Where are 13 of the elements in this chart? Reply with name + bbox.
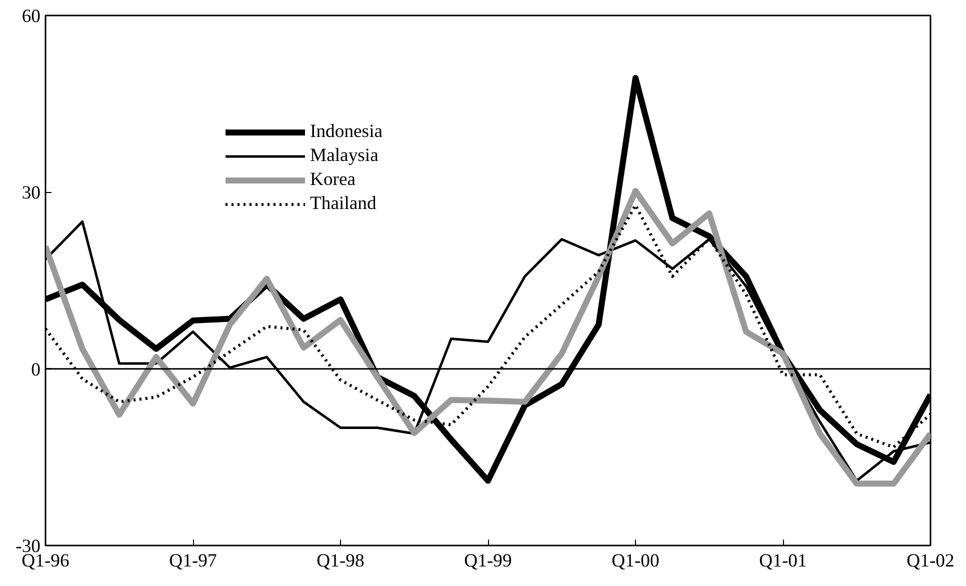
legend-label: Indonesia	[310, 121, 383, 143]
x-tick-label: Q1-98	[316, 550, 364, 572]
x-tick-label: Q1-99	[464, 550, 512, 572]
x-tick-label: Q1-97	[169, 550, 217, 572]
legend-label: Korea	[310, 169, 356, 191]
y-tick-label: 60	[22, 6, 40, 27]
legend-label: Thailand	[310, 193, 376, 215]
x-tick-label: Q1-00	[612, 550, 660, 572]
legend-label: Malaysia	[310, 145, 378, 167]
y-tick-label: 30	[22, 182, 40, 204]
x-tick-label: Q1-01	[759, 550, 807, 572]
x-tick-label: Q1-02	[906, 550, 954, 572]
y-tick-label: 0	[31, 359, 40, 380]
